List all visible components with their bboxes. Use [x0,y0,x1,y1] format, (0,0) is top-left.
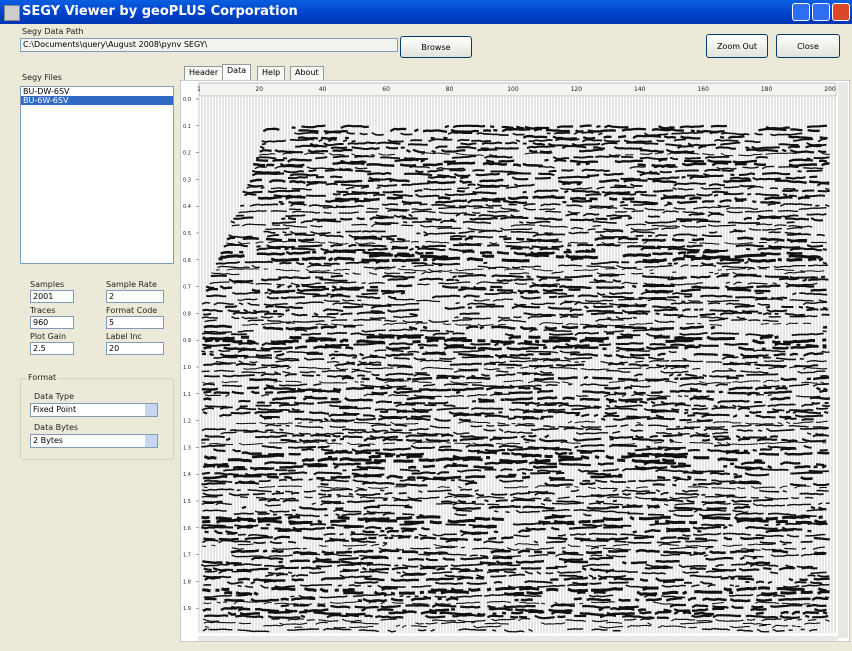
y-axis-label: 1.3 [183,445,191,451]
y-axis-label: 0.9 [183,338,191,344]
files-label: Segy Files [22,73,62,82]
x-axis-label: 140 [634,86,646,93]
y-axis-label: 0.7 [183,285,191,291]
field-input[interactable]: 2001 [30,290,74,303]
x-axis-label: 60 [382,86,390,93]
field-label: Format Code [106,306,157,315]
minimize-button[interactable] [792,3,810,21]
y-axis-label: 1.9 [183,606,191,612]
path-label: Segy Data Path [22,27,84,36]
seismic-panel: 1204060801001201401601802000.00.10.20.30… [180,80,850,642]
format-label: Format [26,373,58,382]
y-axis-label: 0.8 [183,311,191,317]
tab-selected[interactable]: Data [222,64,251,80]
window-title: SEGY Viewer by geoPLUS Corporation [22,4,298,19]
x-axis-label: 180 [761,86,773,93]
x-axis-label: 80 [446,86,454,93]
data-bytes-combo[interactable]: 2 Bytes [30,434,158,448]
combo-arrow[interactable] [145,435,157,447]
x-axis-label: 20 [255,86,263,93]
x-axis-label: 160 [697,86,709,93]
close-window-button[interactable] [832,3,850,21]
tab[interactable]: About [290,66,324,80]
maximize-button[interactable] [812,3,830,21]
y-axis-label: 0.2 [183,151,191,157]
x-axis-label: 100 [507,86,519,93]
file-item-selected[interactable]: BU-6W-6SV [21,96,173,105]
y-axis-label: 1.2 [183,419,191,425]
y-axis-label: 1.0 [183,365,191,371]
y-axis-label: 0.3 [183,177,191,183]
x-axis-label: 1 [197,86,201,93]
y-axis-label: 1.7 [183,553,191,559]
field-label: Label Inc [106,332,142,341]
field-input[interactable]: 20 [106,342,164,355]
y-axis-label: 0.0 [183,97,191,103]
y-axis-label: 0.1 [183,124,191,130]
field-input[interactable]: 5 [106,316,164,329]
y-axis-label: 1.8 [183,579,191,585]
zoom-out-button[interactable]: Zoom Out [706,34,768,58]
data-bytes-label: Data Bytes [34,423,78,432]
y-axis-label: 0.4 [183,204,191,210]
field-label: Plot Gain [30,332,66,341]
field-label: Traces [30,306,55,315]
tab[interactable]: Help [257,66,285,80]
app-icon [4,5,20,21]
x-axis-label: 120 [571,86,583,93]
scrollbar[interactable] [838,82,848,638]
y-axis-label: 1.1 [183,392,191,398]
data-type-label: Data Type [34,392,74,401]
path-input[interactable]: C:\Documents\query\August 2008\pynv SEGY… [20,38,398,52]
field-input[interactable]: 2 [106,290,164,303]
close-button[interactable]: Close [776,34,840,58]
title-bar: SEGY Viewer by geoPLUS Corporation [0,0,852,24]
y-axis-label: 0.6 [183,258,191,264]
y-axis-label: 1.4 [183,472,191,478]
file-list: BU-DW-6SV BU-6W-6SV [20,86,174,264]
y-axis-label: 1.6 [183,526,191,532]
field-input[interactable]: 2.5 [30,342,74,355]
field-label: Sample Rate [106,280,157,289]
app-window: SEGY Viewer by geoPLUS Corporation Segy … [0,0,852,651]
x-axis-label: 200 [824,86,836,93]
y-axis-label: 1.5 [183,499,191,505]
browse-button[interactable]: Browse [400,36,472,58]
tab[interactable]: Header [184,66,223,80]
h-scrollbar[interactable] [198,636,838,641]
field-input[interactable]: 960 [30,316,74,329]
data-type-combo[interactable]: Fixed Point [30,403,158,417]
y-axis-label: 0.5 [183,231,191,237]
combo-arrow[interactable] [145,404,157,416]
field-label: Samples [30,280,64,289]
x-axis-label: 40 [319,86,327,93]
file-item[interactable]: BU-DW-6SV [21,87,173,96]
